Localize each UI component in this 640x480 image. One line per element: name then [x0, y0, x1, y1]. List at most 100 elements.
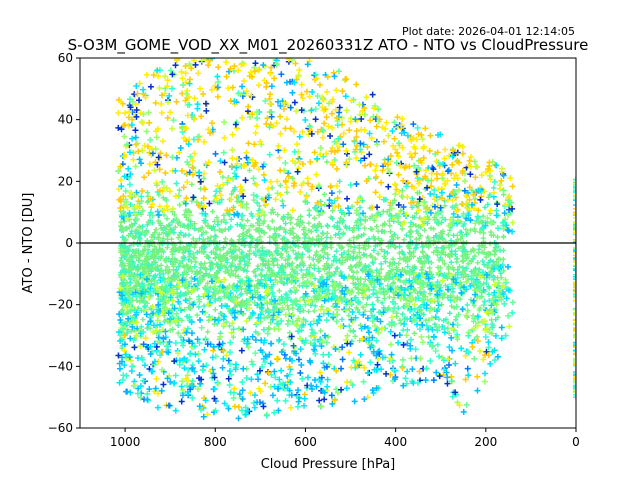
scatter-point — [351, 235, 357, 241]
scatter-point — [462, 271, 468, 277]
scatter-point — [312, 116, 319, 123]
scatter-point — [252, 130, 259, 137]
scatter-point — [172, 407, 179, 414]
scatter-point — [212, 150, 219, 157]
scatter-point — [346, 225, 352, 231]
scatter-point — [274, 355, 281, 362]
scatter-point — [387, 223, 393, 229]
scatter-point — [143, 128, 150, 135]
scatter-point — [255, 263, 261, 269]
scatter-point — [197, 380, 204, 387]
scatter-point — [340, 130, 347, 137]
scatter-point — [362, 308, 368, 314]
scatter-point — [161, 224, 167, 231]
scatter-point — [399, 226, 405, 232]
scatter-point — [360, 304, 366, 310]
scatter-point — [349, 308, 356, 315]
scatter-point — [231, 385, 238, 392]
scatter-point — [226, 323, 233, 329]
scatter-point — [323, 150, 330, 157]
scatter-point — [323, 317, 330, 324]
scatter-point — [261, 274, 268, 280]
scatter-point — [509, 299, 516, 306]
scatter-point — [403, 332, 410, 339]
scatter-point — [277, 224, 283, 231]
scatter-point — [210, 208, 216, 215]
scatter-point — [435, 302, 442, 309]
scatter-point — [391, 135, 398, 142]
scatter-point — [301, 402, 308, 409]
scatter-point — [395, 171, 402, 178]
scatter-point — [331, 258, 337, 264]
scatter-point — [235, 415, 242, 422]
scatter-point — [298, 361, 305, 368]
scatter-point — [404, 368, 411, 375]
scatter-point — [201, 186, 208, 193]
scatter-point — [385, 183, 392, 190]
scatter-point — [325, 334, 331, 340]
scatter-point — [493, 207, 500, 214]
scatter-point — [300, 274, 306, 281]
scatter-point — [331, 73, 338, 80]
scatter-point — [269, 218, 276, 224]
scatter-point — [428, 260, 434, 266]
scatter-point — [385, 132, 392, 139]
scatter-point — [136, 372, 143, 379]
scatter-point — [367, 161, 374, 168]
scatter-point — [355, 225, 362, 232]
scatter-point — [324, 159, 330, 165]
scatter-point — [304, 175, 311, 182]
scatter-point — [389, 127, 396, 134]
scatter-point — [465, 261, 471, 267]
scatter-point — [290, 175, 296, 181]
scatter-point — [128, 201, 134, 208]
scatter-point — [228, 216, 234, 222]
scatter-point — [263, 120, 270, 127]
scatter-point — [243, 374, 250, 381]
scatter-point — [158, 101, 165, 108]
scatter-point — [257, 234, 263, 240]
scatter-point — [419, 267, 425, 273]
scatter-point — [295, 356, 302, 363]
scatter-point — [239, 83, 246, 90]
scatter-point — [170, 251, 176, 257]
scatter-point — [258, 276, 265, 283]
scatter-point — [225, 357, 232, 364]
scatter-point — [274, 178, 281, 185]
scatter-point — [481, 275, 487, 281]
scatter-point — [209, 354, 216, 361]
scatter-point — [164, 245, 170, 251]
scatter-point — [476, 266, 482, 272]
scatter-point — [401, 321, 408, 328]
scatter-point — [392, 181, 399, 188]
y-tick-label: 40 — [58, 113, 73, 127]
scatter-point — [233, 268, 239, 274]
scatter-point — [369, 226, 375, 232]
scatter-point — [332, 232, 339, 238]
scatter-point — [485, 201, 491, 208]
scatter-point — [198, 324, 205, 331]
scatter-point — [320, 351, 327, 358]
scatter-point — [145, 397, 152, 404]
scatter-point — [347, 237, 353, 243]
scatter-point — [278, 367, 285, 374]
scatter-point — [287, 330, 293, 336]
scatter-point — [294, 141, 301, 148]
scatter-point — [407, 336, 414, 343]
scatter-point — [326, 351, 333, 358]
scatter-point — [258, 318, 264, 325]
y-tick-label: −40 — [48, 359, 73, 373]
scatter-point — [267, 70, 274, 77]
scatter-point — [409, 366, 416, 373]
scatter-point — [328, 148, 335, 155]
scatter-point — [148, 204, 155, 211]
scatter-point — [276, 154, 283, 161]
scatter-point — [328, 110, 335, 117]
scatter-point — [251, 269, 257, 275]
scatter-point — [391, 218, 397, 224]
scatter-point — [189, 181, 195, 188]
scatter-point — [251, 141, 258, 148]
y-tick-label: −20 — [48, 298, 73, 312]
scatter-point — [458, 345, 465, 352]
scatter-point — [190, 194, 197, 201]
